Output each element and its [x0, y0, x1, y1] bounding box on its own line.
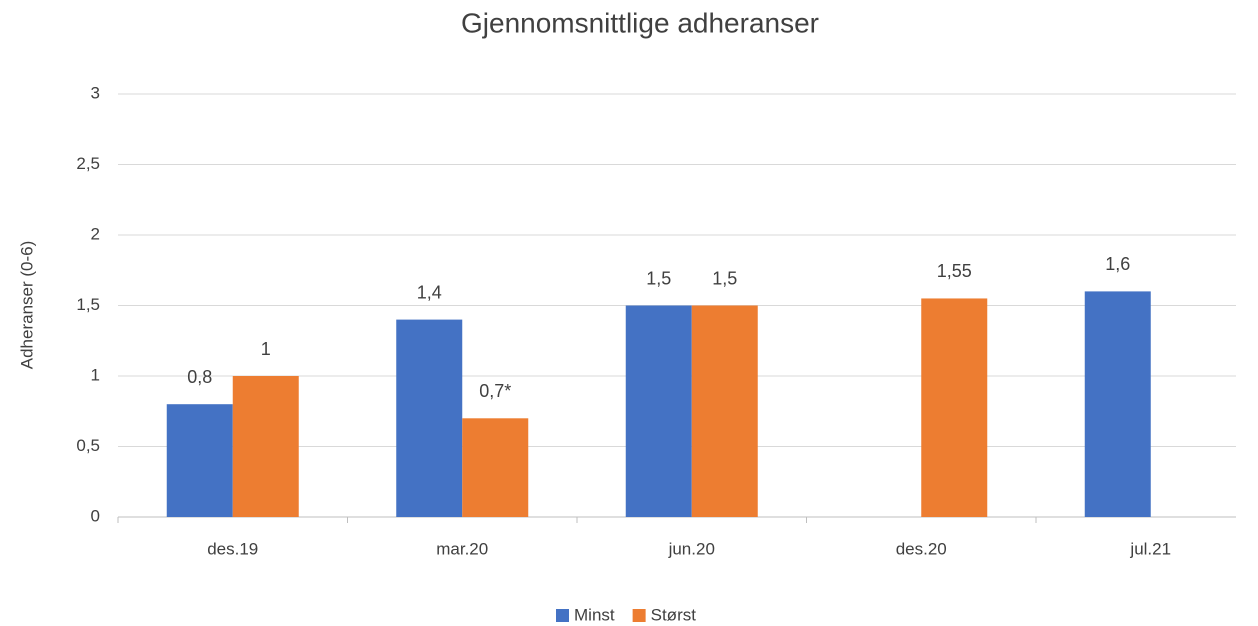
legend-label: Minst [574, 605, 615, 624]
x-tick-label: des.20 [896, 539, 947, 558]
legend-label: Størst [651, 605, 697, 624]
y-tick-label: 3 [91, 83, 100, 102]
bar [462, 418, 529, 517]
bar [1084, 291, 1151, 517]
x-tick-label: jun.20 [668, 539, 715, 558]
y-tick-label: 2 [91, 224, 100, 243]
x-tick-label: mar.20 [436, 539, 488, 558]
x-tick-label: jul.21 [1129, 539, 1171, 558]
y-tick-label: 1 [91, 365, 100, 384]
y-tick-label: 0 [91, 506, 100, 525]
y-axis-label: Adheranser (0-6) [17, 241, 36, 370]
bar [232, 376, 299, 517]
legend-swatch [556, 609, 569, 622]
x-tick-label: des.19 [207, 539, 258, 558]
legend-swatch [632, 609, 646, 622]
y-tick-label: 0,5 [76, 436, 100, 455]
chart-title: Gjennomsnittlige adheranser [461, 7, 819, 38]
data-label: 1 [261, 339, 271, 359]
bar [166, 404, 233, 517]
bar [691, 305, 758, 517]
data-label: 1,5 [712, 268, 737, 288]
data-label: 1,5 [646, 268, 671, 288]
y-tick-label: 1,5 [76, 295, 100, 314]
bar [625, 305, 692, 517]
data-label: 0,7* [479, 381, 511, 401]
bar [921, 298, 988, 517]
data-label: 0,8 [187, 367, 212, 387]
data-label: 1,6 [1105, 254, 1130, 274]
data-label: 1,4 [417, 282, 442, 302]
data-label: 1,55 [937, 261, 972, 281]
y-tick-label: 2,5 [76, 154, 100, 173]
bar [396, 319, 463, 517]
